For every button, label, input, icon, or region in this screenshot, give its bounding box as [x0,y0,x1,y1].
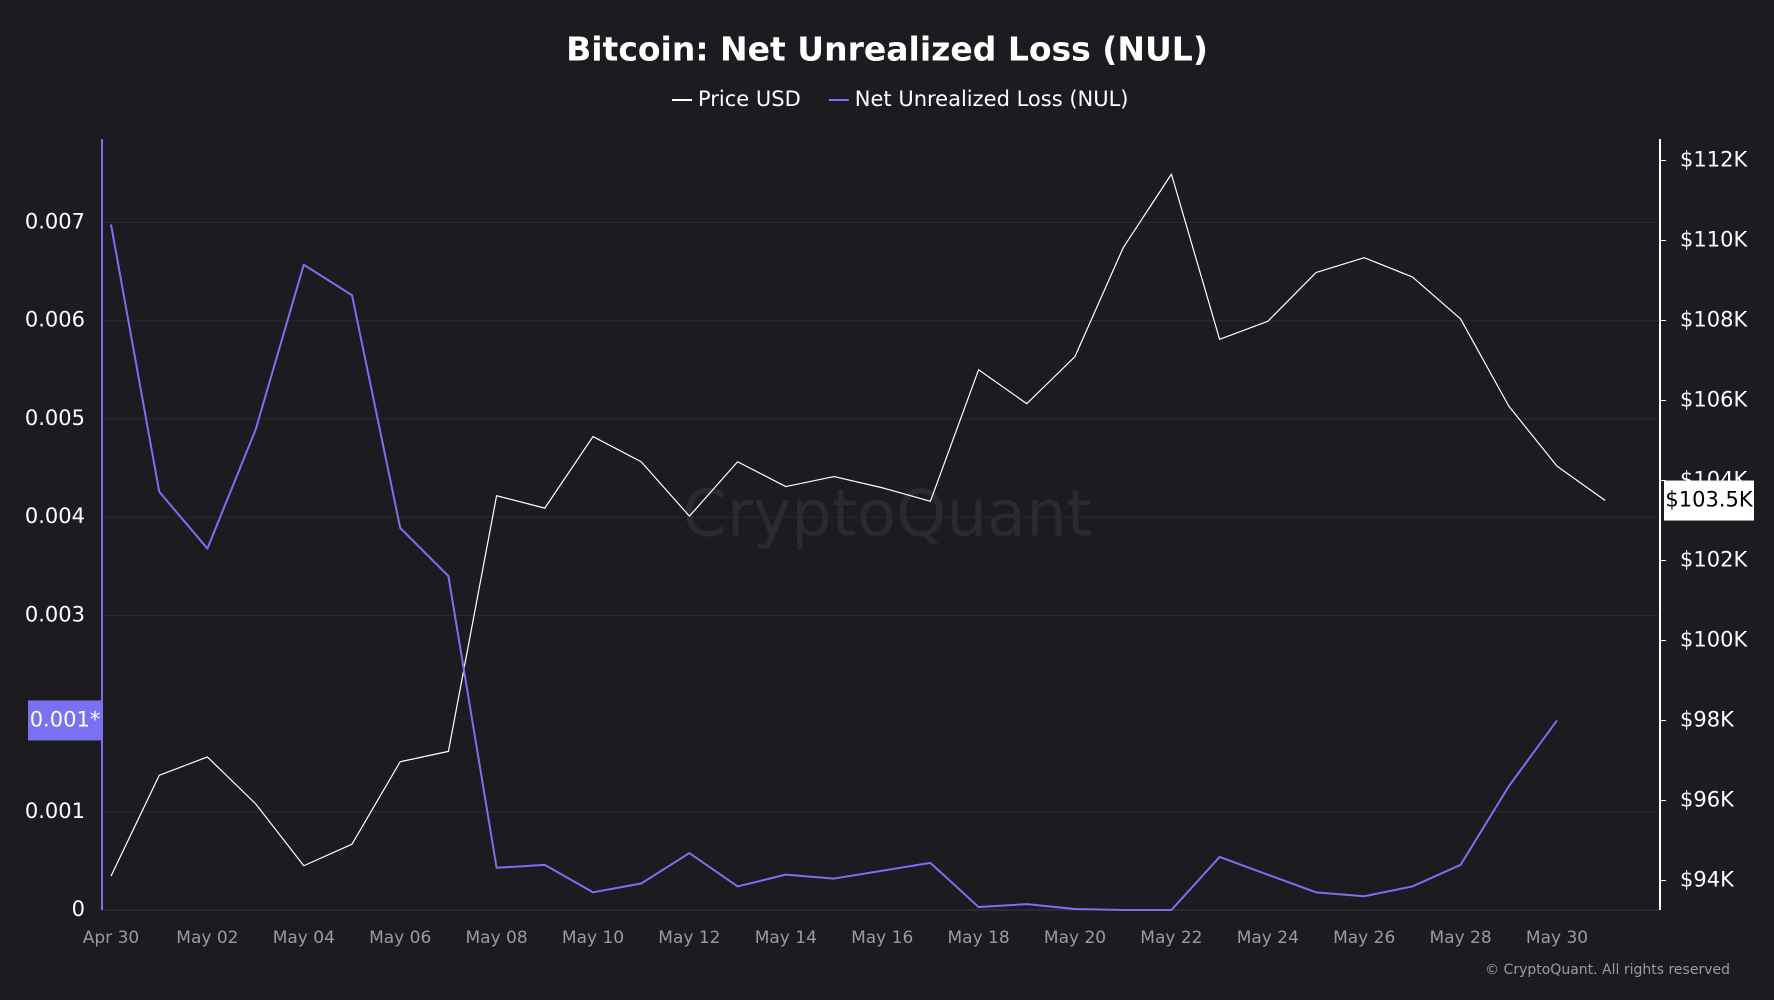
x-tick-label: Apr 30 [83,928,139,948]
x-tick-label: May 30 [1526,928,1588,948]
last-value-label: $103.5K [1665,488,1753,512]
x-tick-label: May 08 [466,928,528,948]
watermark: CryptoQuant [682,478,1092,552]
y-tick-label: 0.004 [25,504,85,528]
x-tick-label: May 26 [1333,928,1395,948]
chart-title: Bitcoin: Net Unrealized Loss (NUL) [566,30,1208,69]
x-tick-label: May 20 [1044,928,1106,948]
series-line [110,173,1606,877]
series-line [110,224,1558,911]
x-tick-label: May 18 [948,928,1010,948]
y2-tick-label: $108K [1680,308,1748,332]
y2-tick-label: $102K [1680,548,1748,572]
y2-tick-label: $96K [1680,788,1735,812]
y2-tick-label: $98K [1680,708,1735,732]
y2-tick-label: $100K [1680,628,1748,652]
y-tick-label: 0.003 [25,602,85,626]
x-tick-label: May 12 [658,928,720,948]
y-tick-label: 0.001 [25,799,85,823]
last-value-box [28,700,102,741]
y2-tick-label: $106K [1680,388,1748,412]
y2-tick-label: $112K [1680,148,1748,172]
footer: © CryptoQuant. All rights reserved [1485,962,1730,978]
x-tick-label: May 22 [1140,928,1202,948]
x-tick-label: May 10 [562,928,624,948]
x-tick-label: May 02 [176,928,238,948]
y-tick-label: 0.007 [25,209,85,233]
y2-tick-label: $110K [1680,228,1748,252]
y-tick-label: 0.006 [25,308,85,332]
legend-label: Price USD [698,87,801,111]
y-tick-label: 0 [72,897,85,921]
last-value-label: 0.001* [30,707,101,731]
x-tick-label: May 16 [851,928,913,948]
last-value-box [1664,480,1754,521]
x-tick-label: May 24 [1237,928,1299,948]
y2-tick-label: $94K [1680,868,1735,892]
y-tick-label: 0.005 [25,406,85,430]
legend-label: Net Unrealized Loss (NUL) [855,87,1129,111]
x-tick-label: May 14 [755,928,817,948]
x-tick-label: May 06 [369,928,431,948]
x-tick-label: May 04 [273,928,335,948]
x-tick-label: May 28 [1430,928,1492,948]
